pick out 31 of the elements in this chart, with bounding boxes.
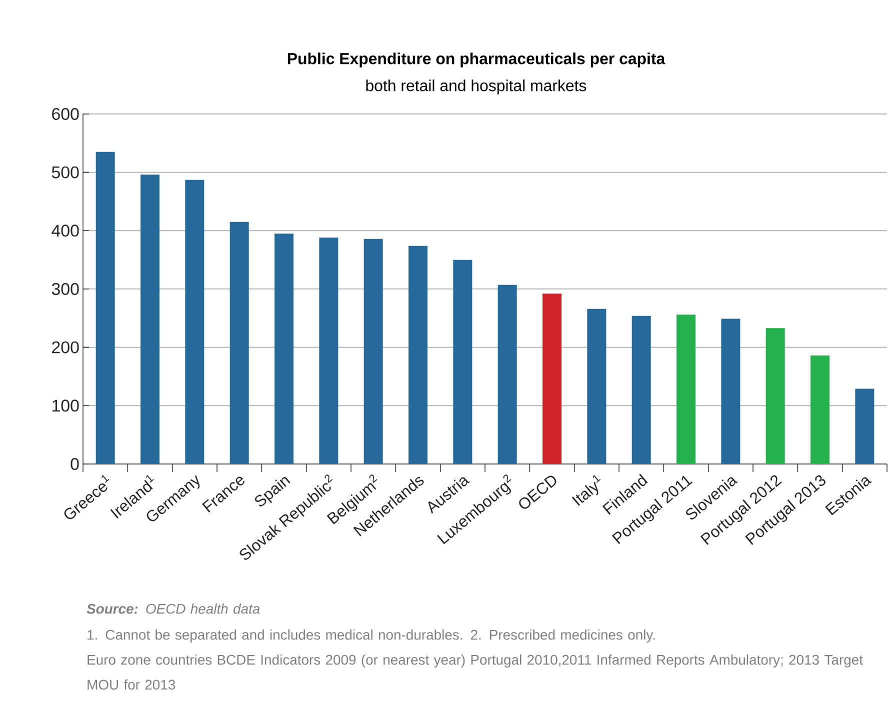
bar xyxy=(587,308,606,464)
bar xyxy=(453,260,472,464)
chart-subtitle: both retail and hospital markets xyxy=(366,80,586,94)
y-tick-label: 400 xyxy=(52,224,79,237)
y-tick-label: 100 xyxy=(52,400,79,412)
y-tick-label: 600 xyxy=(52,108,79,120)
bar xyxy=(676,314,696,464)
text: Source: OECD health data xyxy=(86,604,260,614)
bar xyxy=(140,174,160,464)
bar xyxy=(855,388,874,464)
chart-title: Public Expenditure on pharmaceuticals per capita xyxy=(288,52,666,68)
bar xyxy=(319,238,338,464)
bar xyxy=(185,180,204,464)
text: 1. Cannot be separated and includes medical non-durables. 2. Prescribed medicines only. xyxy=(88,630,655,642)
bar xyxy=(766,328,785,464)
bar xyxy=(498,284,517,464)
bar xyxy=(230,222,249,464)
bar xyxy=(364,238,383,464)
bar xyxy=(274,234,294,464)
y-tick-label: 0 xyxy=(70,458,79,470)
bar xyxy=(96,152,115,464)
bar xyxy=(408,246,428,464)
text: Euro zone countries BCDE Indicators 2009 (or nearest year) Portugal 2010,2011 Infarmed Reports Ambulatory; 2013 Target MOU for 2013 xyxy=(88,654,863,690)
bar xyxy=(542,294,562,464)
y-tick-label: 500 xyxy=(52,166,79,178)
bar xyxy=(632,316,651,464)
y-tick-label: 300 xyxy=(52,282,79,295)
bar xyxy=(721,318,740,464)
x-tick-label: Italy$^{1}$ xyxy=(572,474,601,506)
bar xyxy=(810,355,830,464)
y-tick-label: 200 xyxy=(52,341,79,354)
